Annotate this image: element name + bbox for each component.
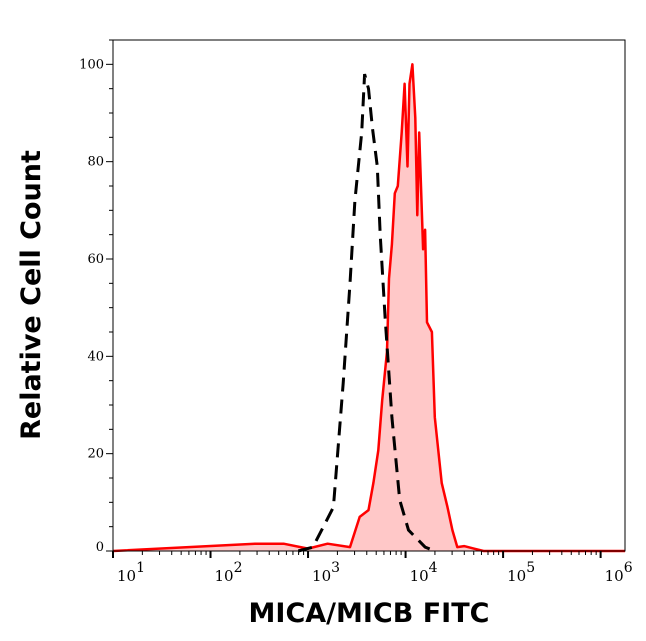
x-tick-label: 101: [117, 560, 145, 585]
y-tick-label: 20: [87, 447, 104, 462]
y-tick-label: 100: [79, 57, 104, 72]
x-tick-label: 103: [312, 560, 340, 585]
y-tick-label: 40: [87, 349, 104, 364]
x-tick-label: 104: [410, 560, 438, 585]
x-axis-label: MICA/MICB FITC: [249, 598, 490, 629]
y-axis-label: Relative Cell Count: [16, 150, 47, 440]
x-tick-label: 105: [507, 560, 535, 585]
series-line-0: [112, 63, 625, 553]
x-tick-label: 106: [605, 560, 633, 585]
series-line-1: [297, 73, 436, 553]
x-tick-label: 102: [215, 560, 243, 585]
y-tick-label: 60: [87, 252, 104, 267]
plot-frame: [112, 39, 626, 552]
y-tick-label: 0: [96, 540, 104, 555]
series-fill-0: [113, 64, 625, 552]
y-tick-label: 80: [87, 155, 104, 170]
